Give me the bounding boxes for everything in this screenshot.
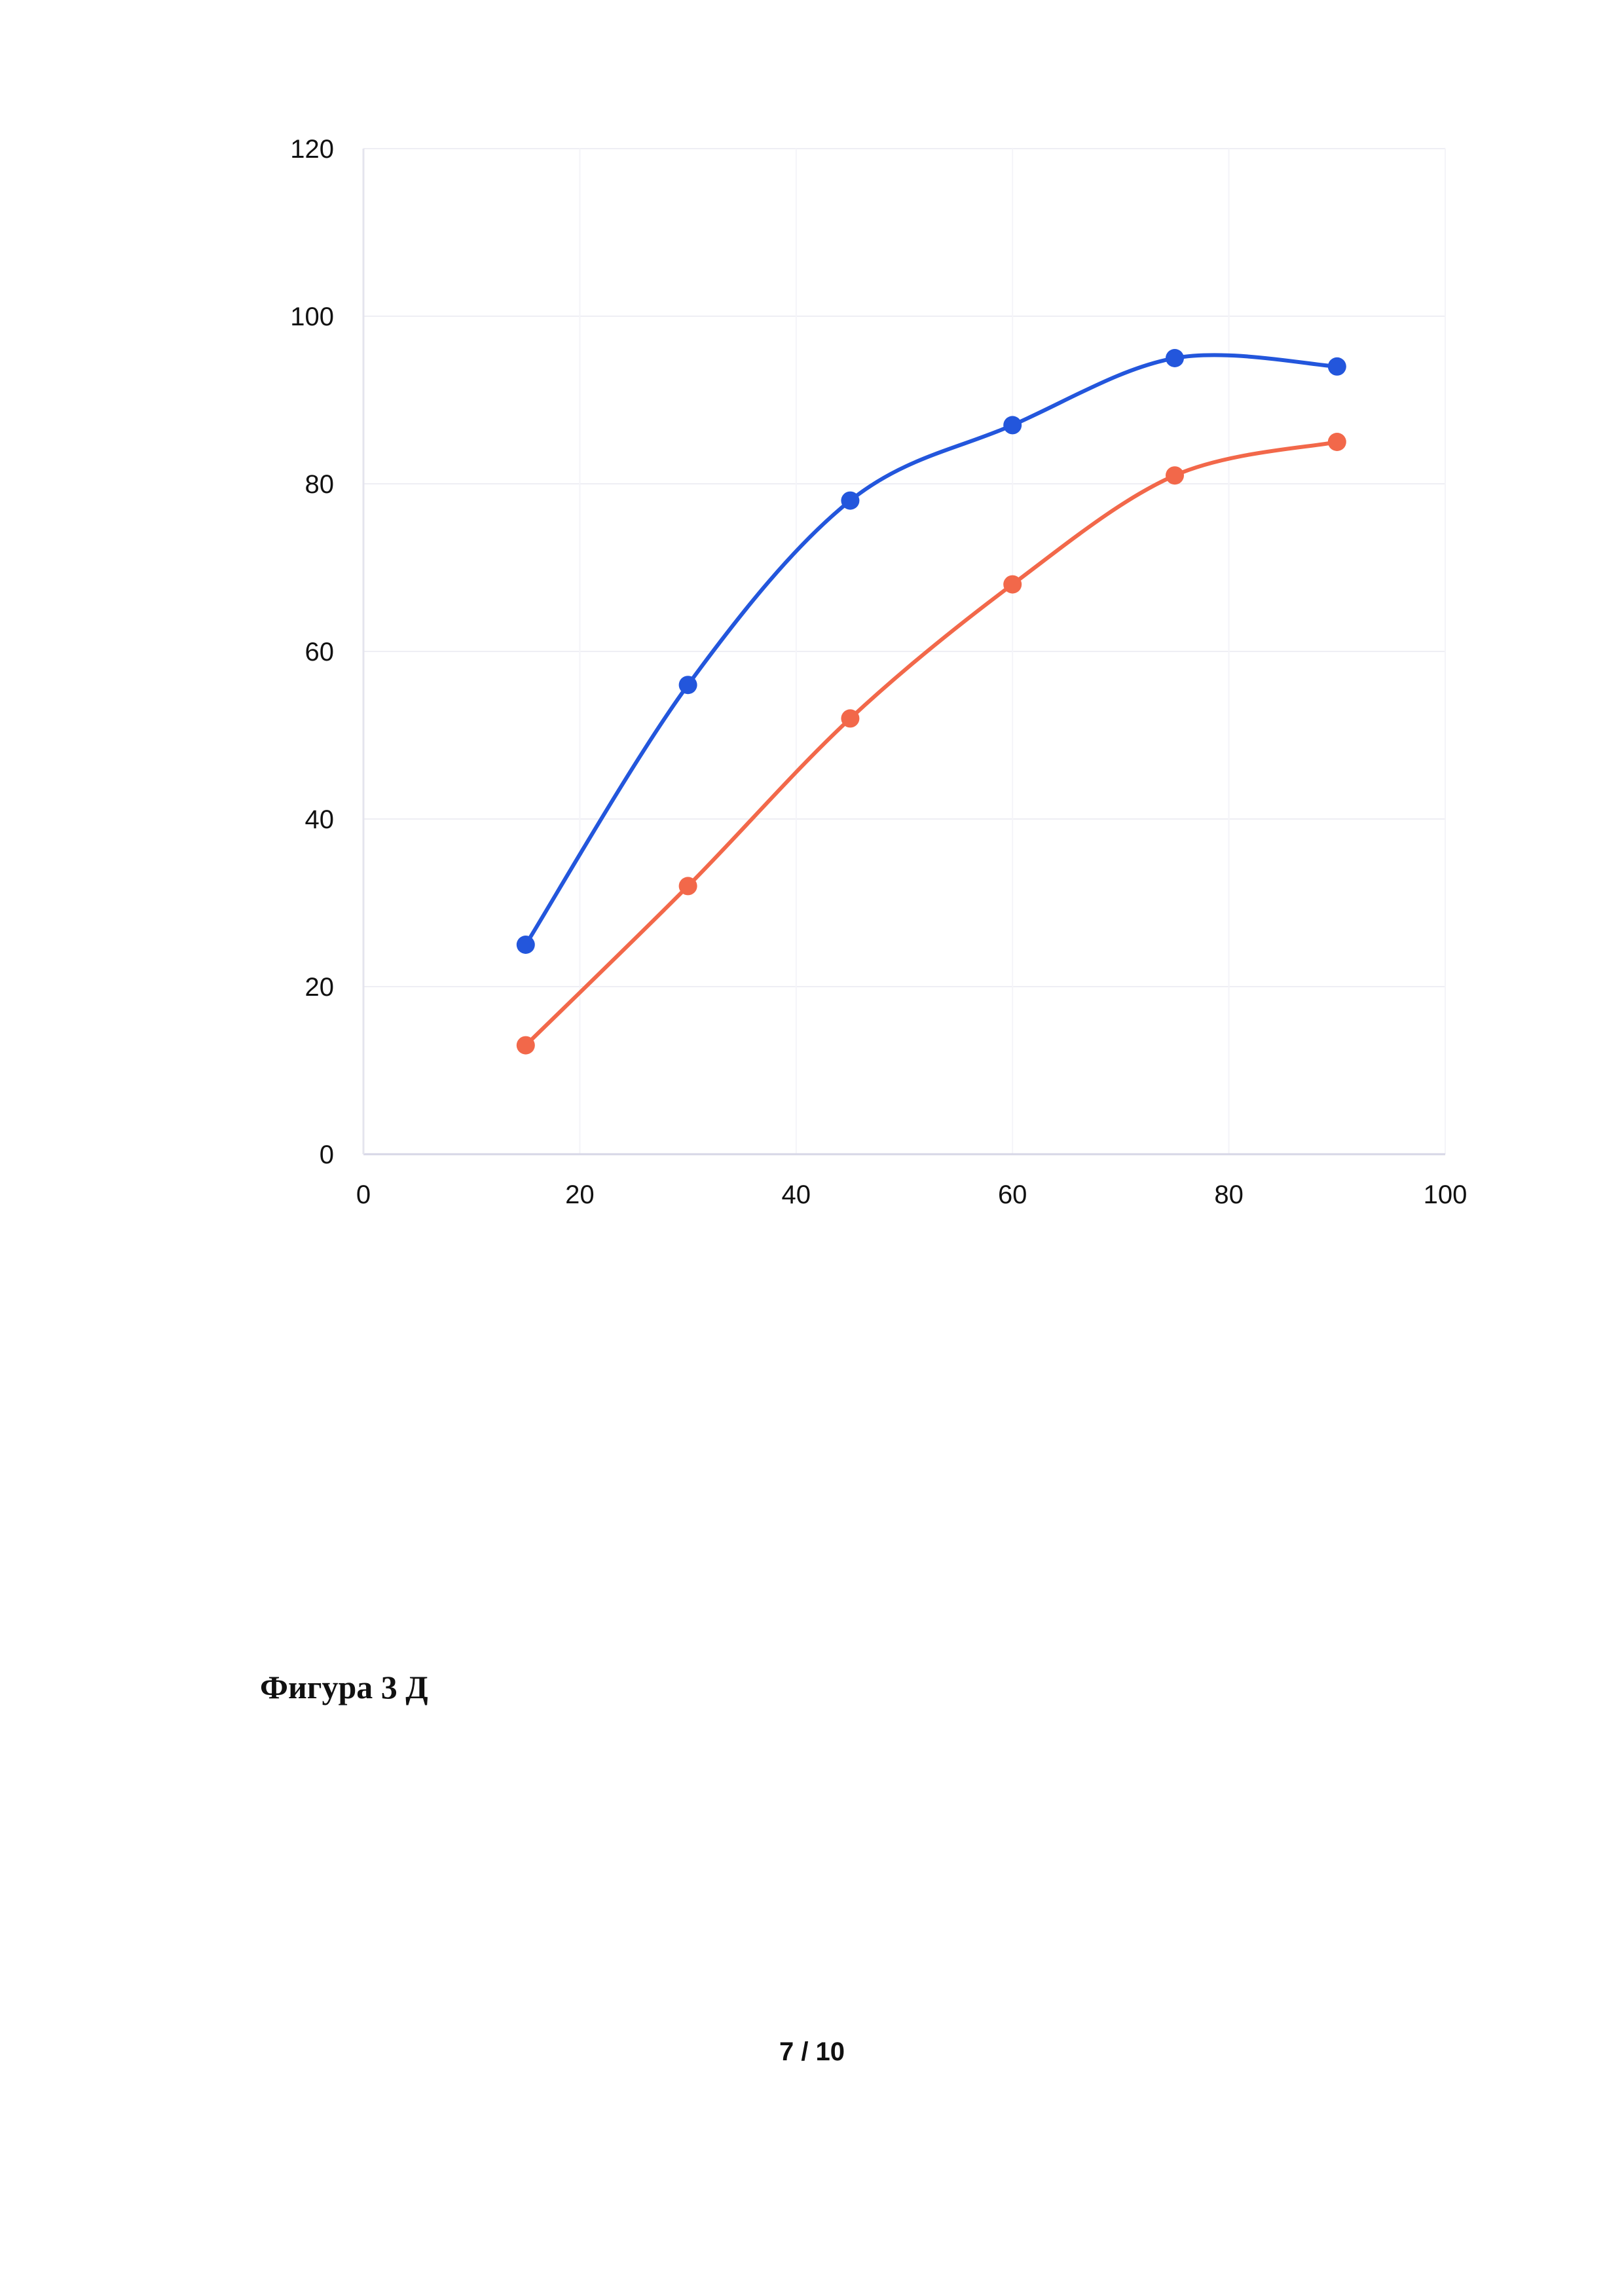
x-tick-label-5: 100 bbox=[1424, 1180, 1467, 1209]
y-tick-label-0: 0 bbox=[320, 1140, 334, 1169]
series-0-point-0 bbox=[517, 936, 535, 954]
x-tick-label-3: 60 bbox=[998, 1180, 1027, 1209]
y-tick-label-6: 120 bbox=[290, 135, 334, 164]
figure-caption: Фигура 3 Д bbox=[260, 1668, 428, 1706]
series-1-point-0 bbox=[517, 1036, 535, 1055]
y-tick-label-2: 40 bbox=[305, 805, 335, 834]
series-0-point-5 bbox=[1328, 357, 1346, 376]
series-0-point-1 bbox=[679, 676, 697, 694]
x-tick-label-1: 20 bbox=[565, 1180, 595, 1209]
series-1-point-5 bbox=[1328, 433, 1346, 451]
series-1-point-4 bbox=[1166, 466, 1184, 484]
series-0-point-4 bbox=[1166, 349, 1184, 367]
tick-labels: 0 20 40 60 80 100 120 0 20 40 60 80 100 bbox=[290, 135, 1467, 1209]
series-1-point-3 bbox=[1003, 575, 1022, 594]
series-lines bbox=[526, 355, 1337, 1045]
x-tick-label-4: 80 bbox=[1214, 1180, 1244, 1209]
y-tick-label-5: 100 bbox=[290, 302, 334, 331]
y-tick-label-4: 80 bbox=[305, 470, 335, 499]
series-1-point-2 bbox=[841, 709, 859, 727]
x-tick-label-2: 40 bbox=[782, 1180, 811, 1209]
series-0-point-3 bbox=[1003, 416, 1022, 434]
series-0-point-2 bbox=[841, 492, 859, 510]
page-number: 7 / 10 bbox=[0, 2037, 1624, 2067]
x-tick-label-0: 0 bbox=[356, 1180, 371, 1209]
grid-lines bbox=[363, 149, 1445, 1154]
series-1-point-1 bbox=[679, 877, 697, 895]
y-tick-label-3: 60 bbox=[305, 638, 335, 666]
line-chart: 0 20 40 60 80 100 120 0 20 40 60 80 100 bbox=[0, 0, 1624, 1244]
y-tick-label-1: 20 bbox=[305, 973, 335, 1002]
